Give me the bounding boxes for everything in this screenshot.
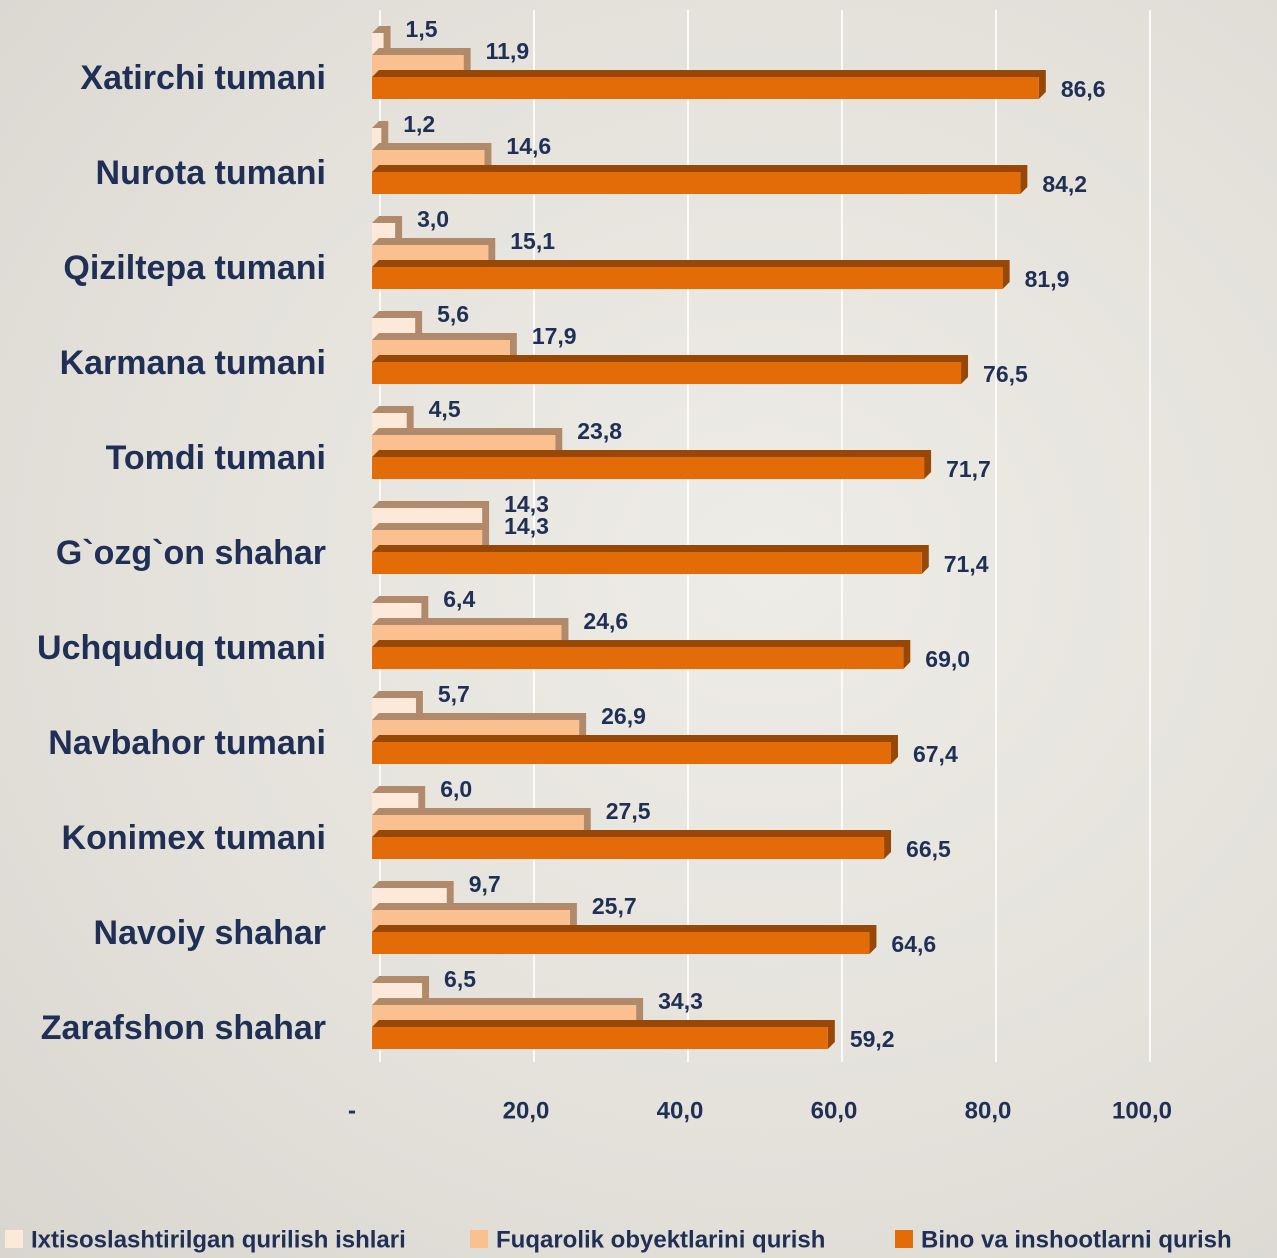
value-label: 34,3 (658, 988, 703, 1014)
bar-depth (372, 618, 569, 647)
x-tick-label: 60,0 (811, 1097, 858, 1124)
bar-depth (372, 355, 969, 384)
value-label: 5,7 (438, 681, 470, 707)
value-label: 71,4 (944, 551, 989, 577)
value-label: 81,9 (1025, 266, 1070, 292)
x-tick-label: 100,0 (1112, 1097, 1172, 1124)
bar (372, 267, 1003, 289)
bar (372, 77, 1039, 99)
value-label: 69,0 (925, 646, 970, 672)
value-label: 67,4 (913, 741, 958, 767)
value-label: 4,5 (429, 396, 461, 422)
bar (372, 172, 1021, 194)
value-label: 1,2 (403, 111, 435, 137)
value-label: 1,5 (406, 16, 438, 42)
bar-depth (372, 545, 929, 574)
bar (372, 1027, 828, 1049)
value-label: 64,6 (891, 931, 936, 957)
bar-depth (372, 450, 932, 479)
category-label: Konimex tumani (62, 819, 326, 857)
category-label: Navbahor tumani (48, 724, 326, 762)
x-tick-label: - (348, 1097, 356, 1124)
bar-depth (372, 70, 1046, 99)
value-label: 17,9 (532, 323, 577, 349)
value-label: 84,2 (1042, 171, 1087, 197)
bar-depth (372, 260, 1010, 289)
category-label: Xatirchi tumani (80, 59, 326, 97)
category-label: Tomdi tumani (106, 439, 326, 477)
bar-depth (372, 428, 563, 457)
legend-swatch (5, 1230, 23, 1248)
bar-depth (372, 333, 517, 362)
value-label: 23,8 (577, 418, 622, 444)
category-label: Qiziltepa tumani (63, 249, 326, 287)
value-label: 66,5 (906, 836, 951, 862)
value-label: 3,0 (417, 206, 449, 232)
bar-depth (372, 903, 577, 932)
bar (372, 128, 382, 150)
bar-depth (372, 165, 1028, 194)
x-tick-label: 80,0 (965, 1097, 1012, 1124)
bar (372, 552, 922, 574)
legend-label: Bino va inshootlarni qurish (921, 1226, 1232, 1253)
bar-depth (372, 216, 403, 245)
value-label: 9,7 (469, 871, 501, 897)
value-label: 6,4 (443, 586, 475, 612)
bar-depth (372, 808, 591, 837)
value-label: 5,6 (437, 301, 469, 327)
value-label: 86,6 (1061, 76, 1106, 102)
value-label: 59,2 (850, 1026, 895, 1052)
bar-depth (372, 143, 492, 172)
legend-label: Fuqarolik obyektlarini qurish (496, 1226, 825, 1253)
bar (372, 837, 885, 859)
bar (372, 932, 870, 954)
legend-swatch (895, 1230, 913, 1248)
bar-depth (372, 881, 454, 910)
bar-depth (372, 523, 490, 552)
bar-depth (372, 735, 898, 764)
value-label: 14,3 (504, 491, 549, 517)
bar-depth (372, 925, 877, 954)
bar-depth (372, 121, 389, 150)
bar (372, 457, 925, 479)
bar-depth (372, 713, 587, 742)
bar (372, 742, 891, 764)
category-label: Navoiy shahar (94, 914, 326, 952)
value-label: 6,0 (440, 776, 472, 802)
value-label: 15,1 (510, 228, 555, 254)
category-label: G`ozg`on shahar (56, 534, 326, 572)
value-label: 27,5 (606, 798, 651, 824)
value-label: 6,5 (444, 966, 476, 992)
bar-depth (372, 26, 391, 55)
legend-label: Ixtisoslashtirilgan qurilish ishlari (31, 1226, 406, 1253)
legend-swatch (470, 1230, 488, 1248)
category-label: Karmana tumani (60, 344, 326, 382)
x-tick-label: 40,0 (657, 1097, 704, 1124)
bar (372, 647, 904, 669)
value-label: 71,7 (946, 456, 991, 482)
category-label: Nurota tumani (96, 154, 326, 192)
bar-depth (372, 238, 496, 267)
category-label: Zarafshon shahar (41, 1009, 326, 1047)
x-tick-label: 20,0 (503, 1097, 550, 1124)
value-label: 24,6 (583, 608, 628, 634)
value-label: 25,7 (592, 893, 637, 919)
value-label: 14,3 (504, 513, 549, 539)
bar-depth (372, 48, 471, 77)
value-label: 11,9 (486, 38, 530, 64)
value-label: 76,5 (983, 361, 1028, 387)
bar-depth (372, 640, 911, 669)
bar-depth (372, 998, 644, 1027)
bar-depth (372, 830, 892, 859)
value-label: 14,6 (506, 133, 551, 159)
bar-depth (372, 1020, 835, 1049)
bar (372, 362, 962, 384)
category-label: Uchquduq tumani (37, 629, 326, 667)
bar-depth (372, 501, 490, 530)
bar (372, 33, 384, 55)
value-label: 26,9 (601, 703, 646, 729)
